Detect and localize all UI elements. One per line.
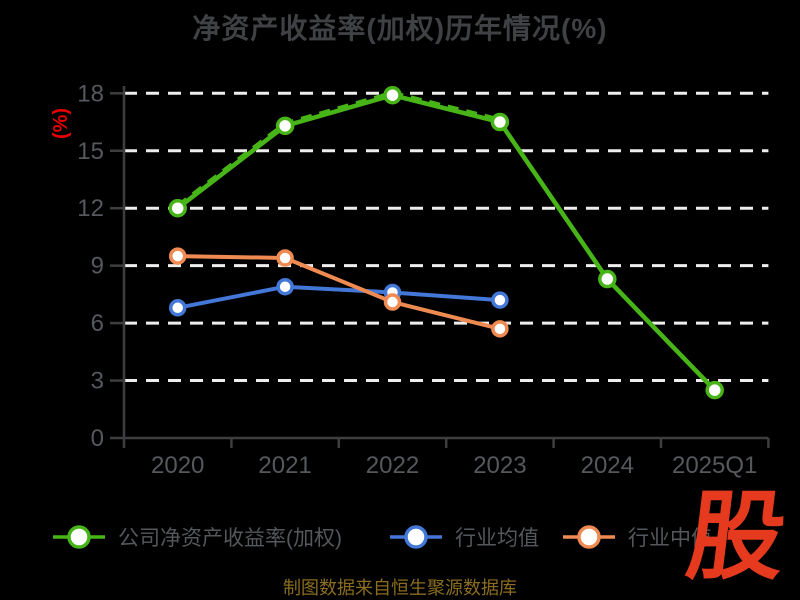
data-point-marker xyxy=(276,249,294,267)
legend-item-company[interactable]: 公司净资产收益率(加权) xyxy=(53,521,342,553)
data-point-marker xyxy=(383,293,402,311)
y-tick-label: 0 xyxy=(91,425,104,452)
legend-item-industry-median[interactable]: 行业中值 xyxy=(563,521,712,553)
series-markers-0 xyxy=(168,85,724,400)
series-line-1 xyxy=(175,284,502,310)
y-tick-label: 12 xyxy=(77,195,104,222)
x-tick-label: 2022 xyxy=(366,452,419,479)
series-markers-2 xyxy=(168,247,509,338)
y-tick-label: 18 xyxy=(77,80,104,107)
legend-label-industry-avg: 行业均值 xyxy=(455,527,539,550)
data-point-marker xyxy=(276,277,294,296)
data-source-note: 制图数据来自恒生聚源数据库 xyxy=(283,578,517,598)
legend-marker-industry-avg xyxy=(390,525,442,549)
data-point-marker xyxy=(275,116,295,136)
x-tick-label: 2023 xyxy=(473,452,526,479)
legend-marker-company xyxy=(53,525,105,549)
x-tick-label: 2025Q1 xyxy=(672,452,757,479)
axes xyxy=(110,86,770,448)
x-tick-label: 2020 xyxy=(151,452,204,479)
y-tick-label: 6 xyxy=(91,310,104,337)
x-tick-label: 2021 xyxy=(258,452,311,479)
data-point-marker xyxy=(491,291,509,309)
series-line-2 xyxy=(175,254,502,331)
series-line-0 xyxy=(175,92,717,393)
data-point-marker xyxy=(383,85,402,105)
legend-item-industry-avg[interactable]: 行业均值 xyxy=(390,521,539,553)
legend-marker-industry-median xyxy=(563,525,615,549)
data-point-marker xyxy=(490,112,510,132)
legend-label-industry-median: 行业中值 xyxy=(628,527,712,550)
gridlines xyxy=(124,91,769,383)
y-tick-label: 15 xyxy=(77,138,104,165)
legend-label-company: 公司净资产收益率(加权) xyxy=(118,527,342,550)
stock-watermark-logo: 股 xyxy=(681,480,792,593)
page-title: 净资产收益率(加权)历年情况(%) xyxy=(192,13,608,44)
data-point-marker xyxy=(705,380,724,400)
x-tick-label: 2024 xyxy=(581,452,634,479)
y-tick-label: 3 xyxy=(91,368,104,395)
data-point-marker xyxy=(168,299,187,317)
data-point-marker xyxy=(491,320,509,338)
data-point-marker xyxy=(598,269,617,289)
data-point-marker xyxy=(168,198,187,218)
y-tick-label: 9 xyxy=(91,253,104,280)
data-point-marker xyxy=(168,247,187,265)
axis-labels: 0 3 6 9 12 15 18 2020 2021 2022 2023 2024 2025Q1 xyxy=(77,80,757,479)
